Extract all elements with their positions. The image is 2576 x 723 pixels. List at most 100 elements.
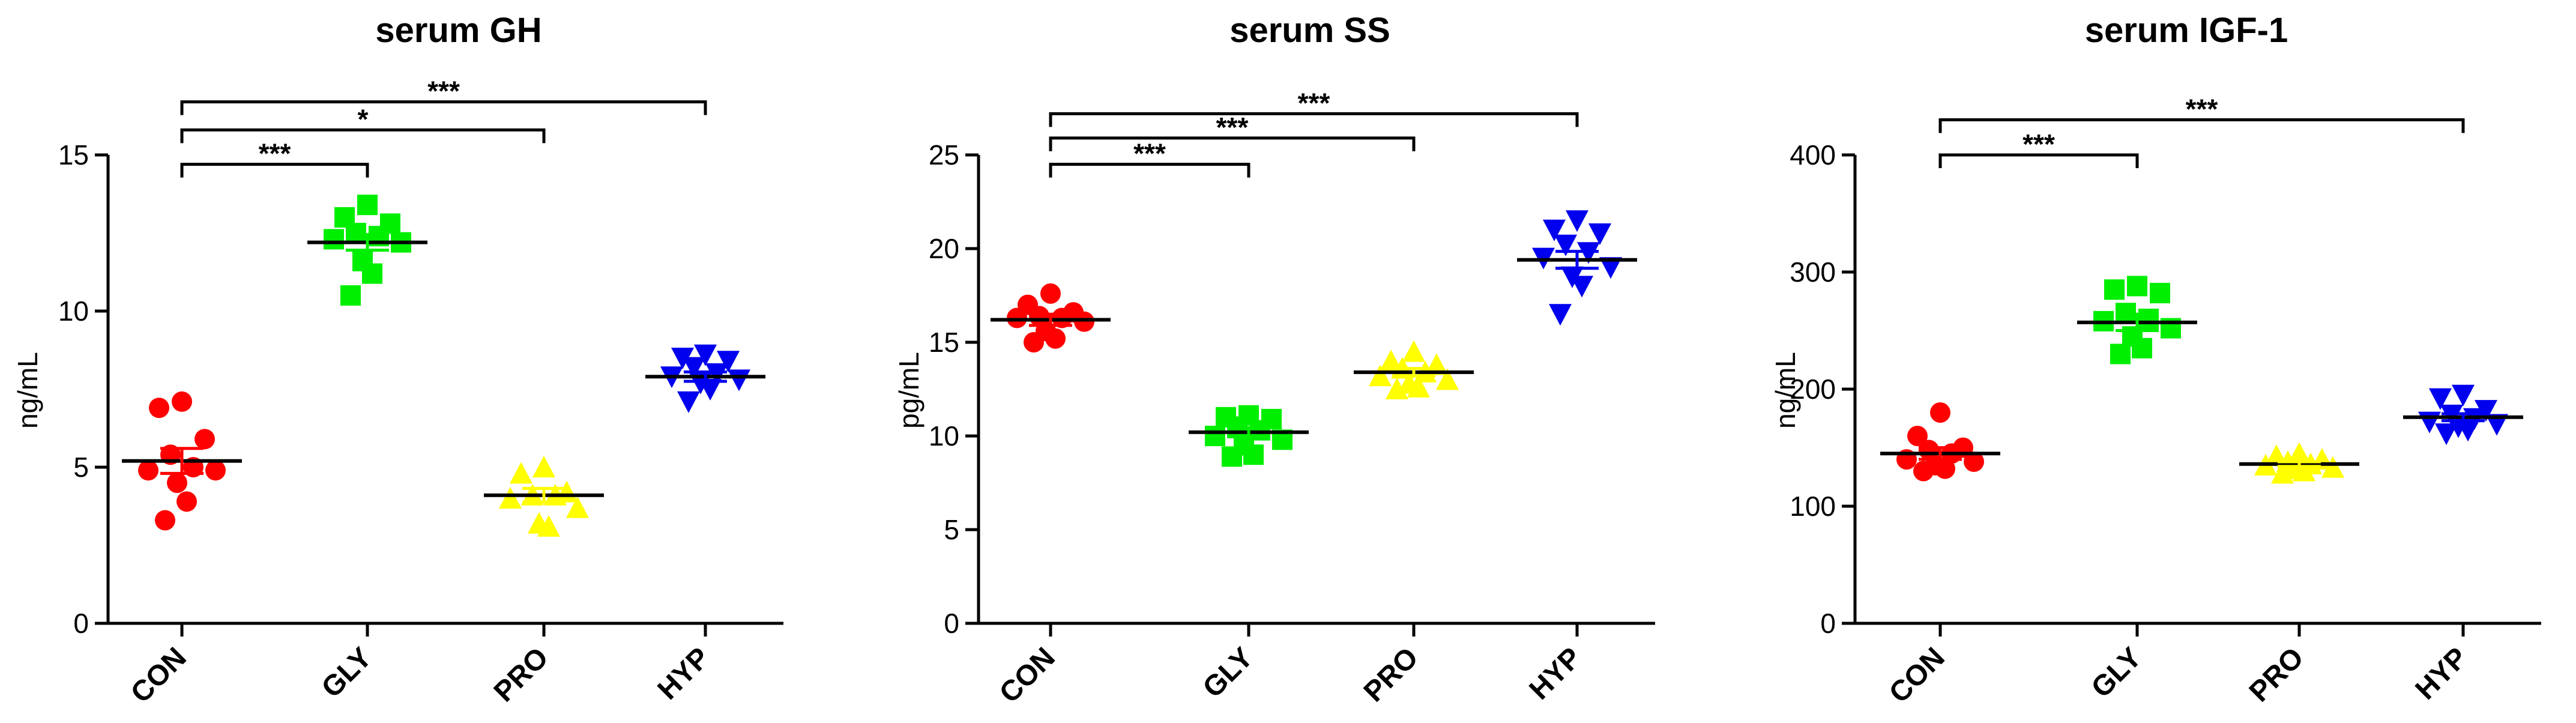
data-point bbox=[1380, 349, 1402, 372]
significance-label: * bbox=[358, 103, 369, 135]
y-tick-label: 200 bbox=[1790, 374, 1836, 405]
data-point bbox=[2418, 411, 2441, 434]
group-pro bbox=[484, 456, 604, 537]
y-tick-label: 10 bbox=[929, 420, 959, 452]
data-point bbox=[532, 456, 555, 477]
data-point bbox=[1436, 368, 1459, 390]
significance-bracket: *** bbox=[180, 138, 369, 178]
data-point bbox=[340, 285, 361, 306]
data-point bbox=[537, 515, 560, 537]
bracket-line bbox=[180, 163, 369, 178]
chart-title: serum SS bbox=[1229, 11, 1390, 50]
bracket-line bbox=[1049, 112, 1579, 127]
y-axis-label: ng/mL bbox=[12, 352, 43, 429]
x-tick-label: HYP bbox=[652, 641, 716, 706]
data-point bbox=[1599, 257, 1622, 279]
data-point bbox=[138, 460, 158, 481]
panel-serum-igf-1: serum IGF-1 ng/mL 0 100 200 300 400 CON GLY PRO… bbox=[1770, 11, 2541, 709]
group-gly bbox=[1189, 405, 1309, 467]
significance-bracket: *** bbox=[1049, 112, 1416, 151]
data-point bbox=[2429, 388, 2452, 410]
data-point bbox=[2104, 279, 2125, 300]
data-point bbox=[2288, 442, 2311, 464]
data-point bbox=[149, 398, 169, 419]
data-point bbox=[155, 510, 175, 531]
data-point bbox=[1570, 276, 1593, 298]
data-point bbox=[2271, 462, 2294, 484]
y-tick-label: 5 bbox=[944, 514, 959, 545]
data-point bbox=[2138, 309, 2159, 329]
y-tick-label: 15 bbox=[58, 139, 89, 171]
data-point bbox=[1222, 446, 1242, 467]
data-point bbox=[694, 344, 717, 366]
data-point bbox=[1930, 402, 1950, 423]
significance-label: *** bbox=[1216, 112, 1249, 143]
data-point bbox=[2150, 283, 2170, 304]
y-tick-label: 10 bbox=[58, 295, 89, 327]
group-gly bbox=[2077, 276, 2197, 365]
significance-label: *** bbox=[1133, 138, 1166, 169]
data-point bbox=[677, 391, 700, 413]
y-tick-label: 0 bbox=[1820, 608, 1836, 639]
data-point bbox=[1024, 332, 1044, 352]
x-tick-label: CON bbox=[994, 641, 1061, 709]
bracket-line bbox=[180, 100, 707, 115]
y-tick-label: 20 bbox=[929, 233, 959, 264]
bracket-line bbox=[180, 128, 546, 144]
significance-bracket: *** bbox=[1049, 138, 1250, 178]
x-tick-label: GLY bbox=[316, 641, 378, 704]
data-point bbox=[499, 487, 522, 509]
significance-label: *** bbox=[259, 138, 291, 169]
x-tick-label: HYP bbox=[2410, 641, 2474, 706]
data-point bbox=[1588, 223, 1611, 246]
bracket-line bbox=[1938, 118, 2465, 133]
data-point bbox=[1045, 328, 1066, 349]
data-point bbox=[2475, 400, 2497, 422]
y-tick-label: 5 bbox=[73, 452, 89, 483]
data-point bbox=[1935, 458, 1955, 479]
group-con bbox=[122, 391, 242, 531]
y-tick-label: 100 bbox=[1790, 491, 1836, 522]
data-point bbox=[1074, 311, 1094, 332]
data-point bbox=[1549, 304, 1572, 326]
data-point bbox=[1243, 444, 1264, 465]
data-point bbox=[699, 379, 722, 401]
data-point bbox=[176, 491, 197, 512]
x-tick-label: HYP bbox=[1524, 641, 1588, 706]
group-hyp bbox=[645, 344, 765, 413]
data-point bbox=[324, 229, 344, 250]
data-point bbox=[1907, 426, 1928, 446]
bracket-line bbox=[1049, 136, 1416, 151]
data-point bbox=[357, 195, 378, 216]
data-point bbox=[1566, 210, 1588, 232]
data-point bbox=[1554, 234, 1577, 256]
significance-label: *** bbox=[427, 76, 460, 107]
y-tick-label: 25 bbox=[929, 139, 959, 171]
data-point bbox=[2435, 423, 2458, 446]
data-point bbox=[1543, 219, 1566, 241]
group-con bbox=[991, 283, 1111, 352]
x-tick-label: PRO bbox=[2243, 641, 2310, 708]
y-tick-label: 0 bbox=[944, 608, 959, 639]
chart-title: serum IGF-1 bbox=[2085, 11, 2288, 50]
data-point bbox=[683, 357, 705, 379]
data-point bbox=[728, 369, 750, 392]
data-point bbox=[1007, 307, 1027, 328]
x-tick-label: CON bbox=[1883, 641, 1951, 709]
group-gly bbox=[307, 195, 427, 306]
data-point bbox=[1407, 375, 1430, 398]
y-axis-label: pg/mL bbox=[893, 352, 925, 429]
data-point bbox=[510, 462, 532, 484]
significance-bracket: *** bbox=[1049, 87, 1579, 127]
data-point bbox=[2321, 456, 2344, 478]
data-point bbox=[1577, 242, 1600, 264]
data-point bbox=[1964, 451, 1984, 472]
x-tick-label: PRO bbox=[1358, 641, 1425, 708]
bracket-line bbox=[1049, 163, 1250, 178]
significance-bracket: * bbox=[180, 103, 546, 144]
y-axis-label: ng/mL bbox=[1770, 352, 1801, 429]
data-point bbox=[2457, 420, 2479, 442]
data-point bbox=[1369, 365, 1392, 387]
